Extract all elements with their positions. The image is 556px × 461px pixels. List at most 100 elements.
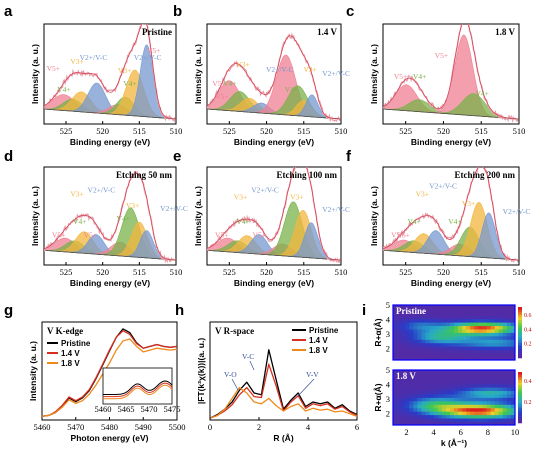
heat-cell [494, 322, 500, 327]
heat-cell [393, 387, 398, 392]
heat-cell [478, 346, 483, 351]
heat-cell [474, 421, 479, 426]
heat-cell [510, 418, 516, 422]
heat-cell [433, 329, 439, 333]
heat-cell [474, 315, 479, 320]
heat-cell [441, 394, 447, 398]
heat-cell [405, 339, 410, 344]
heat-cell [401, 373, 406, 378]
heat-cell [494, 332, 500, 337]
heat-cell [433, 318, 439, 323]
colorbar-segment [518, 372, 522, 375]
heat-cell [494, 335, 500, 340]
heat-cell [421, 421, 426, 426]
heat-cell [401, 339, 406, 344]
heat-cell [470, 414, 475, 419]
heat-cell [478, 353, 483, 357]
heat-cell [425, 315, 430, 320]
heat-cell [454, 322, 459, 327]
heat-cell [421, 349, 426, 354]
heat-cell [449, 414, 455, 419]
colorbar-segment [518, 407, 522, 411]
heat-cell [458, 383, 463, 388]
heat-cell [397, 311, 402, 316]
heat-cell [486, 318, 491, 323]
heat-cell [486, 407, 491, 412]
heat-cell [482, 421, 487, 426]
heat-cell [449, 370, 455, 374]
heat-cell [421, 318, 426, 323]
plot-frame [209, 321, 358, 421]
colorbar-segment [518, 352, 522, 356]
colorbar-segment [518, 392, 522, 396]
heat-cell [458, 339, 463, 344]
heat-cell [498, 308, 504, 313]
heat-cell [502, 407, 508, 412]
heat-cell [470, 308, 475, 313]
heat-cell [466, 311, 471, 316]
heat-cell [429, 414, 435, 419]
heat-cell [506, 349, 512, 354]
heat-cell [466, 394, 471, 398]
heat-cell [482, 414, 487, 419]
heat-cell [433, 370, 439, 374]
heat-cell [425, 346, 430, 351]
heat-cell [486, 387, 491, 392]
heat-cell [506, 311, 512, 316]
peak-group [383, 167, 519, 263]
heat-cell [502, 311, 508, 316]
colorbar-segment [518, 324, 522, 328]
heat-cell [441, 411, 447, 416]
heat-cell [397, 397, 402, 402]
colorbar-segment [518, 389, 522, 393]
heat-cell [458, 370, 463, 374]
heat-cell [462, 380, 467, 385]
panel-e: 525 520 515 510 Binding energy (eV) Intensity… [173, 148, 350, 288]
heat-cell [482, 322, 487, 327]
heat-cell [441, 370, 447, 374]
y-axis-label: R+α(Å) [373, 318, 383, 346]
heat-cell [490, 322, 496, 327]
heat-cell [429, 400, 435, 405]
heat-cell [470, 407, 475, 412]
heat-cell [449, 356, 455, 361]
heat-cell [510, 404, 516, 409]
heat-cell [405, 397, 410, 402]
heat-cell [441, 339, 447, 344]
heat-cell [470, 387, 475, 392]
state-annotation: V2+/V-C [266, 65, 294, 74]
heat-cell [462, 404, 467, 409]
state-annotation: V3+ [416, 189, 429, 198]
heat-cell [454, 342, 459, 347]
heat-cell [486, 349, 491, 354]
heat-cell [441, 318, 447, 323]
heat-cell [458, 305, 463, 309]
heat-cell [449, 387, 455, 392]
inset-tick-label: 5475 [164, 404, 181, 414]
x-axis-label: Photon energy (eV) [71, 433, 149, 443]
heat-cell [506, 370, 512, 374]
heat-cell [478, 332, 483, 337]
heat-cell [413, 339, 418, 344]
heat-cell [409, 356, 414, 361]
heat-cell [433, 390, 439, 395]
heat-cell [405, 387, 410, 392]
heat-cell [474, 329, 479, 333]
heat-cell [478, 414, 483, 419]
heat-cell [474, 305, 479, 309]
state-annotation: V3+ [118, 66, 131, 75]
heat-cell [482, 356, 487, 361]
heat-cell [466, 376, 471, 381]
heat-cell [506, 329, 512, 333]
heat-cell [502, 339, 508, 344]
heat-cell [482, 394, 487, 398]
heat-cell [494, 329, 500, 333]
heat-cell [478, 383, 483, 388]
panel-g: 5460 5465 5470 5475 5460 5470 5480 5490 5500 Phot… [4, 302, 186, 443]
heat-cell [433, 397, 439, 402]
heat-cell [413, 373, 418, 378]
heat-cell [413, 376, 418, 381]
colorbar-segment [518, 379, 522, 383]
panel-h: 0 2 4 6 R (Å) |FT(k³χ(k))|(a. u.) V R-space h Pr… [175, 302, 359, 443]
heat-cell [437, 397, 443, 402]
